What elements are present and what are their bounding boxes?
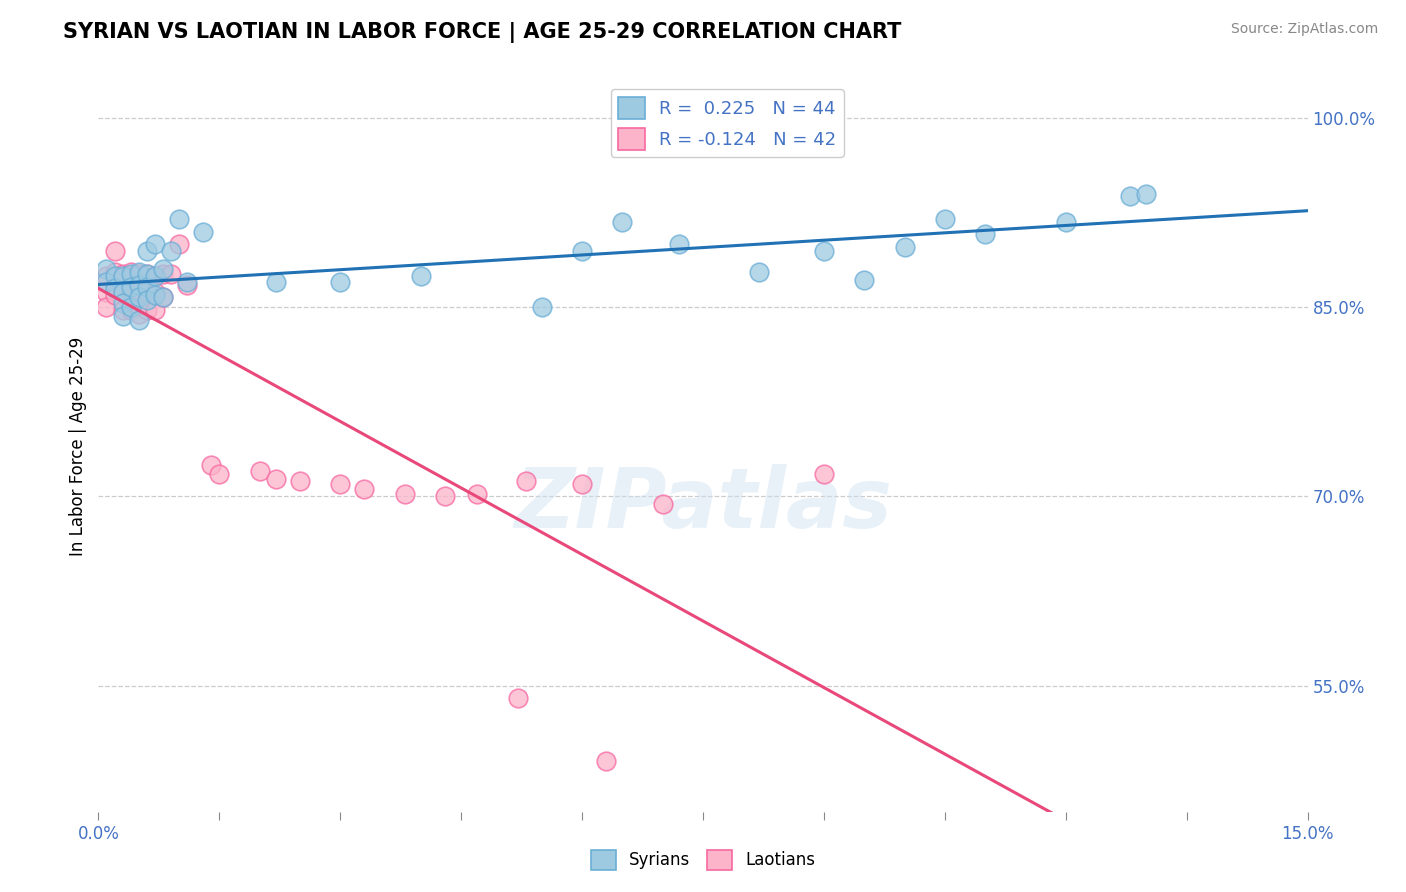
Point <box>506 691 529 706</box>
Point <box>96 262 118 277</box>
Point <box>651 497 673 511</box>
Point <box>103 265 125 279</box>
Point <box>434 490 457 504</box>
Point <box>152 262 174 277</box>
Point <box>143 285 166 300</box>
Point <box>111 296 134 310</box>
Point <box>193 225 215 239</box>
Point <box>135 268 157 282</box>
Point <box>103 268 125 283</box>
Point <box>103 287 125 301</box>
Point <box>128 290 150 304</box>
Point <box>96 268 118 283</box>
Point <box>143 237 166 252</box>
Point <box>111 268 134 282</box>
Point <box>934 212 956 227</box>
Point <box>595 754 617 768</box>
Text: ZIPatlas: ZIPatlas <box>515 464 891 545</box>
Point <box>813 244 835 258</box>
Point <box>111 309 134 323</box>
Point <box>143 268 166 283</box>
Point <box>974 227 997 241</box>
Point <box>409 268 432 283</box>
Text: Source: ZipAtlas.com: Source: ZipAtlas.com <box>1230 22 1378 37</box>
Y-axis label: In Labor Force | Age 25-29: In Labor Force | Age 25-29 <box>69 336 87 556</box>
Point <box>111 268 134 283</box>
Point <box>103 281 125 295</box>
Point <box>152 290 174 304</box>
Point <box>143 302 166 317</box>
Point <box>515 475 537 489</box>
Point <box>135 280 157 294</box>
Point <box>120 265 142 279</box>
Point <box>128 313 150 327</box>
Point <box>249 464 271 478</box>
Point <box>167 237 190 252</box>
Point <box>135 293 157 307</box>
Point <box>394 487 416 501</box>
Point <box>103 244 125 258</box>
Point <box>111 302 134 317</box>
Point <box>135 302 157 317</box>
Point <box>120 280 142 294</box>
Text: SYRIAN VS LAOTIAN IN LABOR FORCE | AGE 25-29 CORRELATION CHART: SYRIAN VS LAOTIAN IN LABOR FORCE | AGE 2… <box>63 22 901 44</box>
Point <box>96 275 118 289</box>
Point <box>353 482 375 496</box>
Point <box>1135 186 1157 201</box>
Point <box>465 487 488 501</box>
Point <box>813 467 835 481</box>
Point <box>571 244 593 258</box>
Point <box>96 300 118 314</box>
Point <box>143 287 166 301</box>
Point <box>135 268 157 282</box>
Point <box>120 285 142 300</box>
Point <box>264 275 287 289</box>
Point <box>128 265 150 279</box>
Legend: Syrians, Laotians: Syrians, Laotians <box>583 843 823 877</box>
Point <box>200 458 222 472</box>
Point <box>208 467 231 481</box>
Point <box>288 475 311 489</box>
Point <box>160 244 183 258</box>
Point <box>135 285 157 300</box>
Point <box>612 214 634 228</box>
Point <box>96 285 118 300</box>
Point <box>1054 214 1077 228</box>
Point <box>176 277 198 292</box>
Point <box>120 268 142 282</box>
Point <box>160 268 183 282</box>
Point <box>143 268 166 283</box>
Point <box>135 244 157 258</box>
Point <box>329 275 352 289</box>
Point <box>748 265 770 279</box>
Point <box>853 272 876 286</box>
Point <box>111 285 134 300</box>
Point <box>111 285 134 300</box>
Point <box>264 472 287 486</box>
Point <box>571 476 593 491</box>
Point <box>120 300 142 314</box>
Point <box>128 307 150 321</box>
Point <box>668 237 690 252</box>
Point <box>152 290 174 304</box>
Point <box>128 285 150 300</box>
Point <box>128 277 150 292</box>
Point <box>167 212 190 227</box>
Point <box>1119 189 1142 203</box>
Point <box>152 268 174 282</box>
Point <box>128 268 150 282</box>
Point <box>329 476 352 491</box>
Point <box>176 275 198 289</box>
Point <box>893 240 915 254</box>
Point <box>530 300 553 314</box>
Point <box>120 302 142 317</box>
